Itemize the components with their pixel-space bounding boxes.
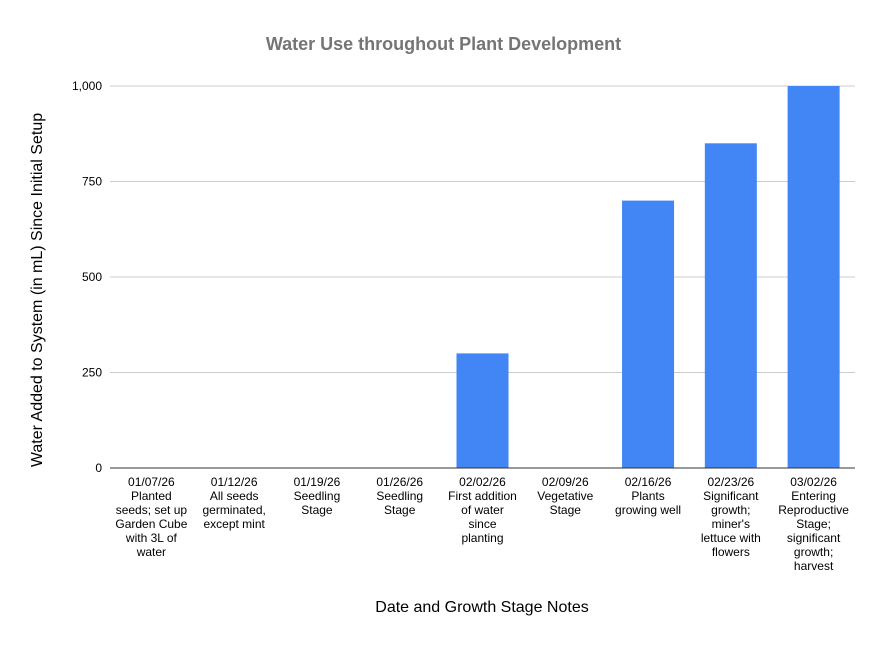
bar — [456, 353, 509, 468]
x-category-label: 02/23/26 Significant growth; miner's lettuce… — [701, 475, 761, 559]
x-category-label: 01/26/26 Seedling Stage — [376, 475, 423, 517]
y-tick-label: 750 — [82, 175, 102, 189]
x-category-label: 01/07/26 Planted seeds; set up Garden Cube w… — [115, 475, 187, 559]
x-category-label: 01/19/26 Seedling Stage — [294, 475, 341, 517]
x-category-label: 03/02/26 Entering Reproductive Stage; signif… — [778, 475, 849, 573]
bar — [622, 200, 675, 468]
y-tick-label: 1,000 — [72, 79, 102, 93]
bar — [787, 86, 840, 468]
y-tick-label: 500 — [82, 270, 102, 284]
y-tick-label: 250 — [82, 366, 102, 380]
bar — [704, 143, 757, 469]
x-category-label: 02/02/26 First addition of water since plant… — [448, 475, 517, 545]
bars — [456, 86, 840, 469]
x-category-labels: 01/07/26 Planted seeds; set up Garden Cube w… — [115, 475, 849, 573]
x-axis-title: Date and Growth Stage Notes — [375, 599, 588, 616]
x-category-label: 02/09/26 Vegetative Stage — [537, 475, 593, 517]
x-category-label: 02/16/26 Plants growing well — [615, 475, 681, 517]
chart-title: Water Use throughout Plant Development — [266, 34, 621, 54]
y-tick-label: 0 — [95, 461, 102, 475]
y-axis-title: Water Added to System (in mL) Since Init… — [29, 113, 46, 467]
y-tick-labels: 0 250 500 750 1,000 — [72, 79, 102, 475]
x-category-label: 01/12/26 All seeds germinated, except mint — [202, 475, 265, 531]
